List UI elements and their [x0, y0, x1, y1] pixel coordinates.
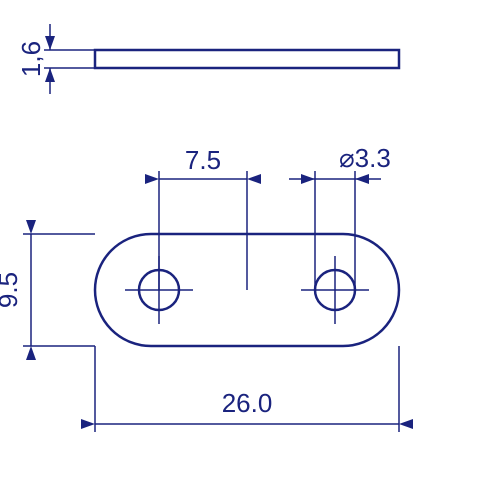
technical-drawing: 1,6 7.5 ⌀3.3 9.5 26.0 [0, 0, 500, 500]
dim-hole-spacing: 7.5 [185, 145, 221, 175]
dim-height: 9.5 [0, 272, 23, 308]
dim-thickness: 1,6 [16, 41, 46, 77]
dim-length: 26.0 [222, 388, 273, 418]
side-view-outline [95, 50, 399, 68]
dim-hole-dia: ⌀3.3 [339, 143, 391, 173]
